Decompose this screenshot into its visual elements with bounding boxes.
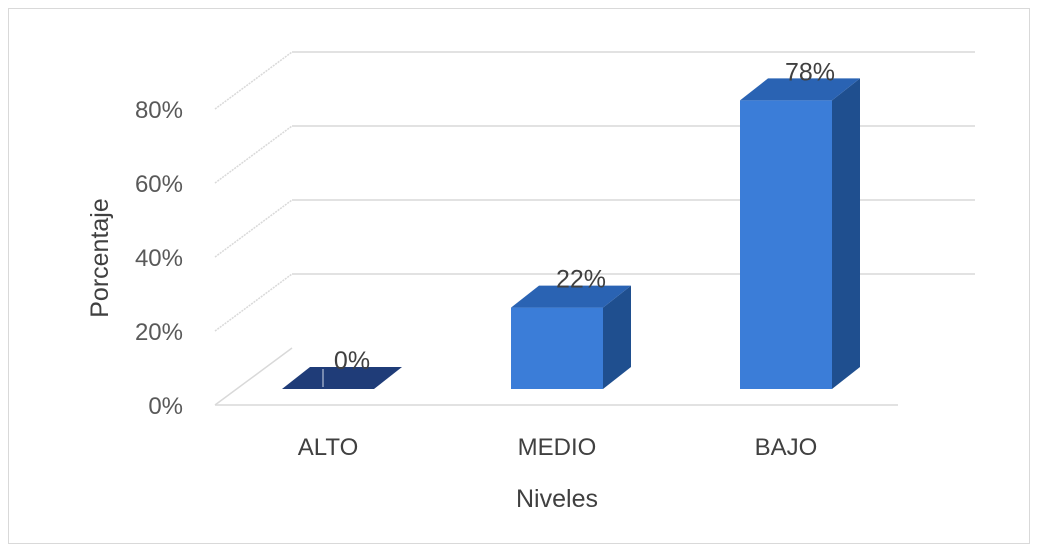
y-tick-label: 80% — [135, 97, 183, 124]
x-tick-label: ALTO — [298, 434, 358, 461]
y-tick-label: 40% — [135, 245, 183, 272]
y-axis-title: Porcentaje — [86, 198, 114, 318]
bars — [282, 78, 860, 390]
gridline-side — [214, 125, 293, 184]
data-label: 0% — [334, 347, 370, 375]
y-tick-label: 0% — [148, 393, 183, 420]
bar-side — [832, 78, 860, 390]
gridline-side — [214, 51, 293, 110]
bar-top — [740, 78, 860, 101]
data-label: 22% — [556, 266, 606, 294]
bar-side — [603, 285, 631, 389]
x-axis-title: Niveles — [516, 485, 598, 513]
gridline-side — [214, 273, 293, 332]
y-tick-label: 60% — [135, 171, 183, 198]
bar — [511, 307, 603, 389]
bar — [282, 367, 402, 389]
x-tick-label: MEDIO — [518, 434, 597, 461]
y-axis-ticks: 0% 20% 40% 60% 80% — [135, 97, 183, 420]
x-tick-label: BAJO — [755, 434, 818, 461]
gridline-side — [214, 199, 293, 258]
x-axis-categories: ALTO MEDIO BAJO — [298, 434, 818, 461]
gridlines — [214, 51, 975, 406]
data-labels: 0% 22% 78% — [334, 58, 835, 375]
y-tick-label: 20% — [135, 319, 183, 346]
data-label: 78% — [785, 58, 835, 86]
gridline-side — [214, 347, 293, 406]
bar — [740, 100, 832, 390]
bar-top — [511, 285, 631, 308]
